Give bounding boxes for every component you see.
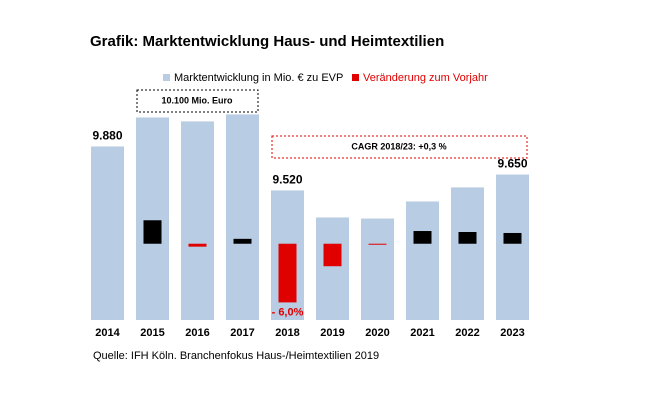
legend-label: Veränderung zum Vorjahr <box>363 72 488 84</box>
value-label: 9.650 <box>497 157 527 171</box>
x-tick-label: 2020 <box>365 327 389 339</box>
change-bar <box>188 243 207 247</box>
annotation-box <box>136 89 259 113</box>
bar <box>361 218 394 320</box>
change-bar <box>278 243 297 303</box>
x-tick-label: 2021 <box>410 327 434 339</box>
x-tick-label: 2018 <box>275 327 299 339</box>
annotation: CAGR 2018/23: +0,3 % <box>351 141 446 151</box>
change-bar <box>503 232 522 244</box>
value-label: 9.880 <box>92 129 122 143</box>
bar <box>181 121 214 320</box>
change-bar <box>368 243 387 245</box>
chart-title: Grafik: Marktentwicklung Haus- und Heimt… <box>90 33 444 50</box>
x-tick-label: 2014 <box>95 327 120 339</box>
bar <box>451 187 484 320</box>
bar <box>316 217 349 320</box>
bar <box>406 201 439 320</box>
source: Quelle: IFH Köln. Branchenfokus Haus-/He… <box>93 350 379 362</box>
bar <box>496 174 529 320</box>
change-bar <box>233 238 252 244</box>
value-label: 9.520 <box>272 173 302 187</box>
bar <box>136 117 169 320</box>
value-label: - 6,0% <box>272 306 304 318</box>
change-bar <box>323 243 342 267</box>
x-tick-label: 2016 <box>185 327 209 339</box>
legend-swatch <box>163 74 170 81</box>
bar <box>91 146 124 320</box>
bar <box>226 114 259 320</box>
x-tick-label: 2017 <box>230 327 254 339</box>
annotation-box <box>271 135 528 159</box>
x-tick-label: 2019 <box>320 327 344 339</box>
change-bar <box>458 232 477 244</box>
change-bar <box>413 231 432 244</box>
annotation: 10.100 Mio. Euro <box>161 95 233 105</box>
x-tick-label: 2022 <box>455 327 479 339</box>
x-tick-label: 2015 <box>140 327 164 339</box>
change-bar <box>143 220 162 244</box>
x-tick-label: 2023 <box>500 327 524 339</box>
legend-label: Marktentwicklung in Mio. € zu EVP <box>174 72 343 84</box>
legend-swatch <box>352 74 359 81</box>
